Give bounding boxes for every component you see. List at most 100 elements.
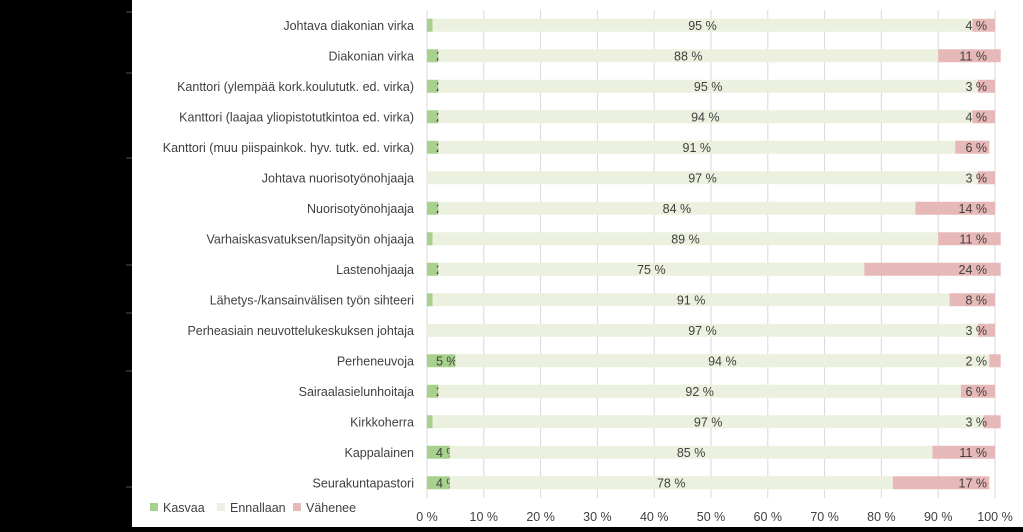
data-label: 11 % — [959, 446, 987, 460]
category-label: Varhaiskasvatuksen/lapsityön ohjaaja — [206, 232, 414, 246]
legend-label: Vähenee — [306, 501, 356, 515]
x-tick-label: 10 % — [470, 510, 499, 524]
bar-segment-ennallaan — [432, 18, 973, 32]
chart-panel: 0 % 10 % 20 % 30 % 40 % 50 % 60 % 70 % 80 % 90 % 1… — [132, 0, 1023, 527]
bar-segment-vähenee — [977, 79, 995, 93]
bar-segment-ennallaan — [432, 293, 950, 307]
bar-segment-ennallaan — [438, 140, 956, 154]
data-label: 6 % — [965, 385, 987, 399]
bar-segment-kasvaa — [427, 476, 450, 490]
category-label: Diakonian virka — [329, 49, 415, 63]
category-label: Lähetys-/kansainvälisen työn sihteeri — [210, 293, 414, 307]
data-label: 94 % — [708, 354, 737, 368]
x-tick-label: 20 % — [526, 510, 555, 524]
data-label: 97 % — [688, 324, 717, 338]
bar-segment-vähenee — [972, 110, 995, 124]
bar-segment-kasvaa — [427, 445, 450, 459]
bar-segment-vähenee — [983, 415, 1001, 429]
bar-segment-kasvaa — [427, 201, 439, 215]
category-label: Johtava diakonian virka — [283, 19, 414, 33]
category-label: Perheneuvoja — [337, 354, 414, 368]
category-label: Seurakuntapastori — [313, 476, 414, 490]
bar-segment-kasvaa — [427, 384, 439, 398]
data-label: 85 % — [677, 446, 706, 460]
category-label: Sairaalasielunhoitaja — [299, 385, 414, 399]
data-label: 3 % — [965, 415, 987, 429]
stacked-bar-chart: 0 % 10 % 20 % 30 % 40 % 50 % 60 % 70 % 80 % 90 % 1… — [150, 10, 1013, 524]
bar-segment-vähenee — [972, 18, 995, 32]
data-label: 24 % — [959, 263, 988, 277]
bar-segment-kasvaa — [427, 110, 439, 124]
data-label: 75 % — [637, 263, 666, 277]
bar-segment-ennallaan — [438, 262, 865, 276]
bar-segment-ennallaan — [438, 110, 973, 124]
data-label: 78 % — [657, 476, 686, 490]
bar-segment-ennallaan — [438, 201, 916, 215]
bar-segment-ennallaan — [438, 79, 978, 93]
category-label: Perheasiain neuvottelukeskuksen johtaja — [187, 324, 414, 338]
x-tick-label: 70 % — [810, 510, 839, 524]
bar-segment-kasvaa — [427, 79, 439, 93]
bar-segment-vähenee — [949, 293, 995, 307]
bar-segment-kasvaa — [427, 18, 433, 32]
data-label: 17 % — [959, 476, 988, 490]
bar-segment-kasvaa — [427, 262, 439, 276]
data-label: 2 % — [965, 354, 987, 368]
bar-segment-kasvaa — [427, 49, 439, 63]
bar-segment-vähenee — [938, 49, 1001, 63]
x-tick-label: 0 % — [416, 510, 438, 524]
data-label: 3 % — [965, 324, 987, 338]
data-label: 3 % — [965, 80, 987, 94]
bar-segment-ennallaan — [432, 415, 984, 429]
legend-swatch — [217, 503, 225, 511]
x-tick-label: 80 % — [867, 510, 896, 524]
x-tick-label: 40 % — [640, 510, 669, 524]
bar-segment-kasvaa — [427, 232, 433, 246]
legend-label: Kasvaa — [163, 501, 205, 515]
category-label: Kappalainen — [344, 446, 414, 460]
x-tick-label: 30 % — [583, 510, 612, 524]
bar-segment-vähenee — [955, 140, 990, 154]
bar-segment-kasvaa — [427, 354, 456, 368]
category-label: Lastenohjaaja — [336, 263, 414, 277]
data-label: 8 % — [965, 293, 987, 307]
x-tick-label: 90 % — [924, 510, 953, 524]
bar-segment-ennallaan — [427, 323, 978, 337]
data-label: 94 % — [691, 110, 720, 124]
bar-segment-kasvaa — [427, 293, 433, 307]
bar-segment-ennallaan — [449, 476, 893, 490]
data-label: 97 % — [694, 415, 723, 429]
category-label: Kanttori (muu piispainkok. hyv. tutk. ed… — [163, 141, 414, 155]
x-tick-label: 60 % — [754, 510, 783, 524]
bar-segment-vähenee — [938, 232, 1001, 246]
legend-swatch — [293, 503, 301, 511]
bar-segment-ennallaan — [427, 171, 978, 185]
data-label: 91 % — [677, 293, 706, 307]
bar-segment-ennallaan — [438, 384, 961, 398]
x-tick-label: 100 % — [977, 510, 1012, 524]
bar-segment-kasvaa — [427, 415, 433, 429]
bar-segment-vähenee — [977, 171, 995, 185]
bar-segment-ennallaan — [449, 445, 933, 459]
data-label: 11 % — [959, 232, 987, 246]
bar-segment-vähenee — [977, 323, 995, 337]
data-label: 95 % — [694, 80, 723, 94]
category-label: Johtava nuorisotyönohjaaja — [262, 171, 414, 185]
data-label: 92 % — [685, 385, 714, 399]
bar-segment-ennallaan — [432, 232, 939, 246]
bar-segment-vähenee — [932, 445, 995, 459]
left-margin-ticks — [126, 11, 132, 488]
bar-segment-vähenee — [864, 262, 1001, 276]
data-label: 89 % — [671, 232, 700, 246]
data-label: 91 % — [683, 141, 712, 155]
data-label: 11 % — [959, 49, 987, 63]
x-tick-label: 50 % — [697, 510, 726, 524]
bar-segment-ennallaan — [438, 49, 939, 63]
bar-segment-kasvaa — [427, 140, 439, 154]
category-label: Kanttori (ylempää kork.koulututk. ed. vi… — [177, 80, 414, 94]
data-label: 95 % — [688, 19, 717, 33]
data-label: 88 % — [674, 49, 703, 63]
legend-swatch — [150, 503, 158, 511]
bar-segment-vähenee — [915, 201, 995, 215]
